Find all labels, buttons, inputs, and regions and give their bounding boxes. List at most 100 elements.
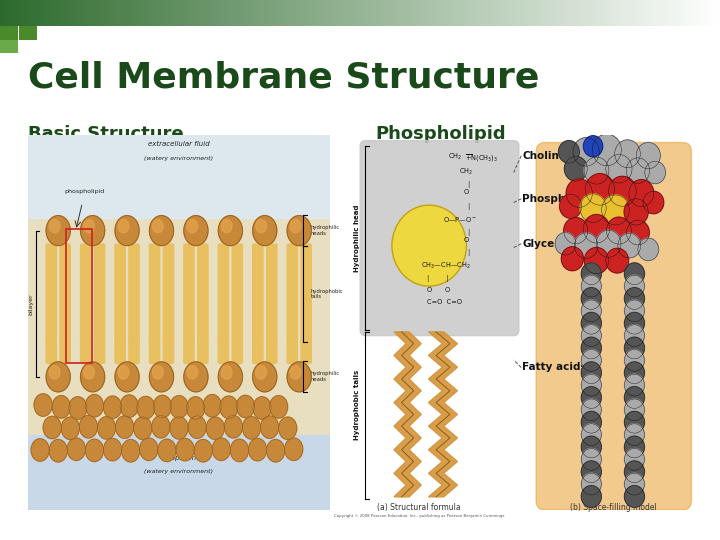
Circle shape bbox=[624, 449, 644, 470]
Circle shape bbox=[212, 438, 230, 461]
Text: Fatty acids: Fatty acids bbox=[522, 362, 587, 373]
Bar bbox=[349, 0, 354, 26]
Bar bbox=[540, 0, 544, 26]
Bar bbox=[630, 0, 634, 26]
Circle shape bbox=[170, 396, 188, 418]
Circle shape bbox=[608, 176, 636, 206]
Bar bbox=[493, 0, 498, 26]
Circle shape bbox=[243, 417, 261, 439]
Circle shape bbox=[104, 438, 122, 461]
Circle shape bbox=[49, 366, 60, 379]
Text: (watery environment): (watery environment) bbox=[145, 156, 214, 160]
Circle shape bbox=[626, 158, 649, 184]
Circle shape bbox=[150, 215, 174, 246]
Circle shape bbox=[593, 134, 621, 166]
Bar bbox=[691, 0, 696, 26]
Bar bbox=[270, 0, 274, 26]
Bar bbox=[274, 0, 278, 26]
Bar bbox=[590, 0, 595, 26]
Circle shape bbox=[602, 195, 629, 225]
Bar bbox=[497, 0, 501, 26]
Bar bbox=[331, 0, 336, 26]
Bar bbox=[389, 0, 393, 26]
Bar bbox=[659, 0, 663, 26]
Circle shape bbox=[120, 395, 138, 417]
Circle shape bbox=[624, 288, 644, 309]
Circle shape bbox=[606, 248, 629, 273]
Circle shape bbox=[248, 438, 266, 461]
Text: (b) Space-filling model: (b) Space-filling model bbox=[570, 503, 657, 512]
FancyBboxPatch shape bbox=[266, 244, 277, 343]
Bar bbox=[695, 0, 699, 26]
Circle shape bbox=[153, 219, 163, 233]
Bar bbox=[76, 0, 80, 26]
Bar bbox=[432, 0, 436, 26]
Bar bbox=[176, 0, 181, 26]
FancyBboxPatch shape bbox=[198, 340, 208, 363]
Bar bbox=[94, 0, 98, 26]
Bar bbox=[256, 0, 260, 26]
Bar bbox=[461, 0, 465, 26]
Bar bbox=[22, 0, 26, 26]
FancyBboxPatch shape bbox=[46, 244, 56, 343]
Circle shape bbox=[559, 140, 580, 163]
Circle shape bbox=[585, 247, 608, 274]
Circle shape bbox=[584, 157, 609, 184]
Circle shape bbox=[31, 438, 49, 461]
FancyBboxPatch shape bbox=[266, 340, 277, 363]
Text: $\mathregular{\overline{+}}$N(CH$_3$)$_3$: $\mathregular{\overline{+}}$N(CH$_3$)$_3… bbox=[465, 152, 498, 164]
Bar bbox=[619, 0, 624, 26]
Circle shape bbox=[624, 199, 648, 225]
Bar bbox=[529, 0, 534, 26]
Text: CH$_2$: CH$_2$ bbox=[448, 152, 462, 162]
Circle shape bbox=[575, 233, 598, 258]
Text: C=O  C=O: C=O C=O bbox=[428, 299, 462, 305]
Bar bbox=[122, 0, 127, 26]
Bar bbox=[371, 0, 375, 26]
FancyBboxPatch shape bbox=[253, 340, 263, 363]
Text: Copyright © 2008 Pearson Education, Inc., publishing as Pearson Benjamin Cumming: Copyright © 2008 Pearson Education, Inc.… bbox=[333, 514, 504, 518]
Circle shape bbox=[638, 238, 659, 261]
Text: |: | bbox=[467, 229, 469, 236]
Circle shape bbox=[46, 215, 71, 246]
Text: extracellular fluid: extracellular fluid bbox=[148, 140, 210, 147]
Text: CH$_2$: CH$_2$ bbox=[459, 167, 473, 177]
Bar bbox=[605, 0, 609, 26]
Bar bbox=[7, 0, 12, 26]
Text: bilayer: bilayer bbox=[28, 293, 33, 315]
Circle shape bbox=[134, 417, 152, 440]
Circle shape bbox=[562, 247, 583, 271]
Bar bbox=[230, 0, 235, 26]
Text: Basic Structure: Basic Structure bbox=[28, 125, 184, 143]
Bar bbox=[709, 0, 714, 26]
Circle shape bbox=[170, 417, 188, 439]
Bar bbox=[464, 0, 469, 26]
Bar bbox=[202, 0, 206, 26]
Bar bbox=[684, 0, 688, 26]
Circle shape bbox=[84, 366, 94, 379]
Bar bbox=[378, 0, 382, 26]
Circle shape bbox=[86, 439, 104, 462]
Text: CH$_3$—CH—CH$_2$: CH$_3$—CH—CH$_2$ bbox=[420, 261, 470, 271]
Bar bbox=[144, 0, 148, 26]
Circle shape bbox=[624, 325, 644, 347]
Bar bbox=[72, 0, 76, 26]
Circle shape bbox=[97, 417, 116, 439]
Bar bbox=[648, 0, 652, 26]
Bar bbox=[421, 0, 426, 26]
Circle shape bbox=[581, 449, 601, 470]
Bar bbox=[410, 0, 415, 26]
Bar bbox=[155, 0, 159, 26]
Text: O—P—O$^-$: O—P—O$^-$ bbox=[443, 214, 477, 224]
Bar bbox=[511, 0, 516, 26]
Circle shape bbox=[140, 438, 158, 461]
Circle shape bbox=[555, 233, 576, 255]
Circle shape bbox=[230, 439, 248, 462]
Bar bbox=[212, 0, 217, 26]
FancyBboxPatch shape bbox=[218, 340, 228, 363]
Bar bbox=[565, 0, 570, 26]
Circle shape bbox=[573, 138, 599, 166]
Bar bbox=[166, 0, 170, 26]
Bar bbox=[158, 0, 163, 26]
Bar bbox=[173, 0, 177, 26]
